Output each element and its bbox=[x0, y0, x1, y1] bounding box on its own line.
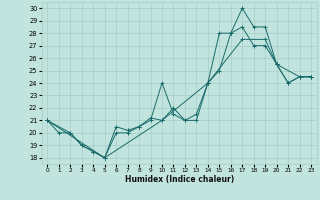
X-axis label: Humidex (Indice chaleur): Humidex (Indice chaleur) bbox=[124, 175, 234, 184]
